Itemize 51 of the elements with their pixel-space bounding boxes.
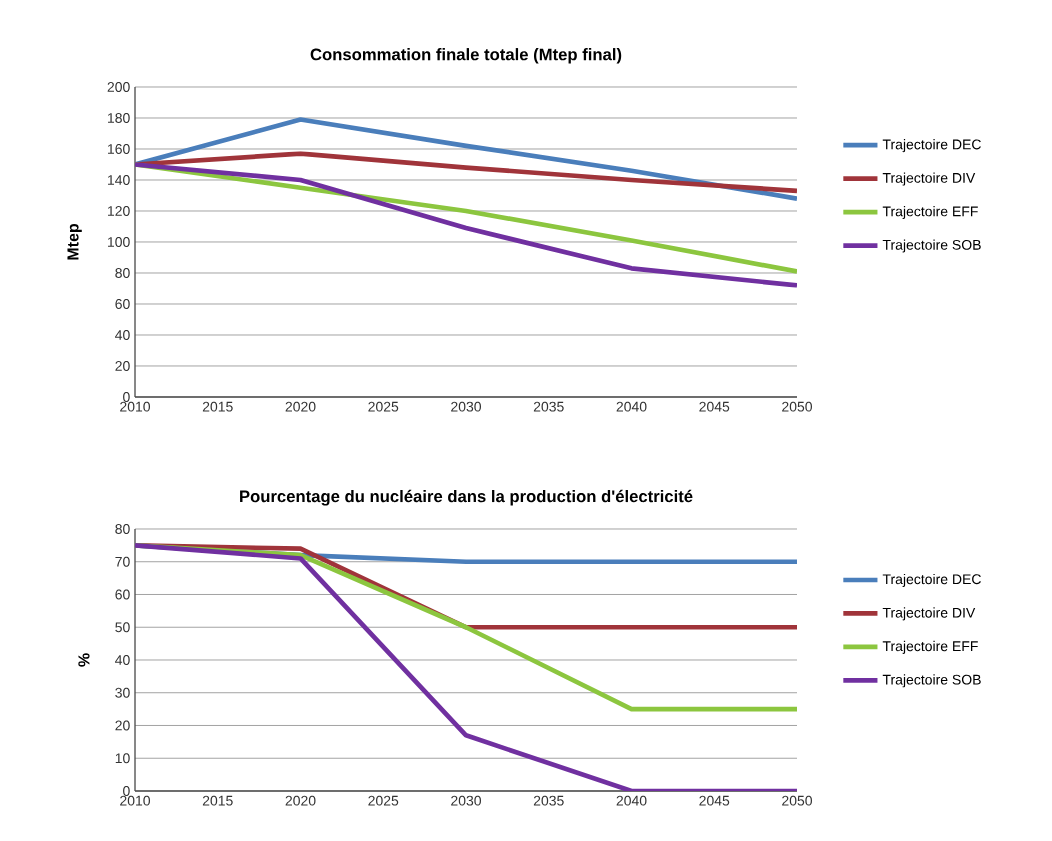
x-tick-label: 2025 <box>368 795 399 806</box>
x-tick-label: 2045 <box>699 795 730 806</box>
x-tick-label: 2040 <box>616 795 647 806</box>
chart-title: Consommation finale totale (Mtep final) <box>310 48 622 64</box>
x-tick-label: 2045 <box>699 401 730 412</box>
y-axis-title: % <box>78 653 90 667</box>
y-tick-label: 100 <box>108 237 130 247</box>
x-tick-label: 2035 <box>533 795 564 806</box>
y-tick-label: 120 <box>108 206 130 216</box>
legend-label: Trajectoire DEC <box>882 573 981 587</box>
legend-label: Trajectoire SOB <box>882 239 981 253</box>
legend-label: Trajectoire EFF <box>882 640 978 654</box>
x-tick-label: 2020 <box>285 795 316 806</box>
x-tick-label: 2010 <box>120 795 151 806</box>
x-tick-label: 2050 <box>782 795 813 806</box>
legend-label: Trajectoire DIV <box>882 172 976 186</box>
legend-label: Trajectoire EFF <box>882 206 978 220</box>
y-tick-label: 80 <box>115 524 130 534</box>
y-tick-label: 200 <box>107 82 130 92</box>
y-axis-title: Mtep <box>67 223 82 260</box>
y-tick-label: 80 <box>115 268 130 278</box>
y-tick-label: 0 <box>123 392 130 402</box>
x-tick-label: 2015 <box>202 401 233 412</box>
legend-label: Trajectoire SOB <box>882 674 981 688</box>
chart-title: Pourcentage du nucléaire dans la production d'électricité <box>240 489 693 506</box>
y-tick-label: 0 <box>123 786 130 796</box>
x-tick-label: 2030 <box>451 401 482 412</box>
x-tick-label: 2010 <box>120 401 151 412</box>
x-tick-label: 2025 <box>368 401 399 412</box>
y-tick-label: 50 <box>115 622 130 633</box>
y-tick-label: 160 <box>108 144 130 154</box>
line-series <box>135 117 797 201</box>
x-tick-label: 2035 <box>533 401 564 412</box>
x-tick-label: 2015 <box>202 795 233 806</box>
y-tick-label: 40 <box>115 655 130 665</box>
x-tick-label: 2050 <box>782 401 813 412</box>
y-tick-label: 60 <box>115 299 130 309</box>
y-tick-label: 20 <box>115 720 130 731</box>
x-tick-label: 2030 <box>451 795 482 806</box>
x-tick-label: 2020 <box>285 401 316 412</box>
y-tick-label: 10 <box>115 753 130 764</box>
legend-label: Trajectoire DIV <box>882 607 976 621</box>
y-tick-label: 180 <box>108 113 130 123</box>
y-tick-label: 40 <box>115 330 130 340</box>
x-tick-label: 2040 <box>616 401 647 412</box>
legend-label: Trajectoire DEC <box>882 139 981 153</box>
y-tick-label: 20 <box>115 361 130 371</box>
y-tick-label: 70 <box>115 556 130 567</box>
y-tick-label: 30 <box>115 687 130 698</box>
y-tick-label: 60 <box>115 589 130 600</box>
y-tick-label: 140 <box>108 175 130 185</box>
